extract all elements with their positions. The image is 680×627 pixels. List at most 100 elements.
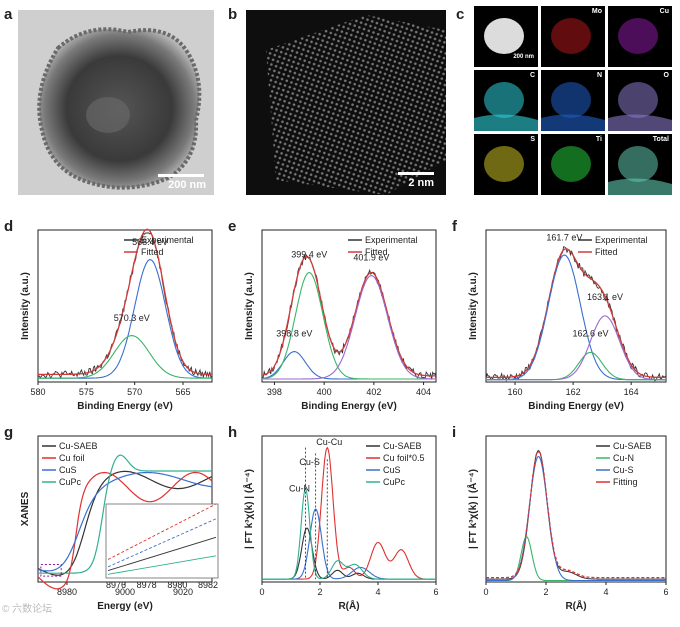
eds-map-label: Cu — [659, 8, 669, 15]
peak-annotation: Cu-N — [289, 483, 310, 493]
series-cu-saeb — [486, 450, 666, 580]
series-0 — [37, 470, 213, 576]
series-fitted — [261, 255, 436, 377]
series-fitting — [486, 450, 666, 579]
x-axis-label: Binding Energy (eV) — [528, 401, 624, 412]
eds-map-shape — [608, 82, 672, 131]
y-axis-label: | FT k³χ(k) | (Å⁻⁴) — [242, 469, 255, 549]
plot-frame — [261, 435, 437, 583]
x-tick-label: 570 — [127, 387, 142, 397]
x-tick-label: 404 — [416, 387, 431, 397]
chart-svg: 0 2 4 6 R(Å) | FT k³χ(k) | (Å⁻⁴) Cu-SAEB Cu-N Cu… — [466, 435, 669, 612]
x-tick-label: 4 — [603, 587, 608, 597]
eds-map-shape — [618, 18, 658, 54]
haadf-scale-label: 2 nm — [408, 177, 434, 189]
plot-frame — [261, 229, 437, 383]
eds-map-mo: Mo — [541, 6, 605, 67]
y-axis-label: Intensity (a.u.) — [20, 272, 31, 340]
eds-map-shape — [608, 146, 672, 195]
y-axis-label: XANES — [20, 491, 31, 526]
eds-map-shape — [474, 82, 538, 131]
inset-tick-label: 8980 — [167, 580, 187, 590]
tem-particle — [18, 10, 214, 195]
y-axis-label: Intensity (a.u.) — [468, 272, 479, 340]
haadf-image: 2 nm — [246, 10, 446, 195]
panel-letter-i: i — [452, 424, 457, 441]
chart-i: i 0 2 4 6 R(Å) | FT k³χ(k) | (Å⁻⁴) Cu-SAEB Cu-N C… — [452, 424, 676, 622]
chart-svg: 398 400 402 404 Binding Energy (eV) Intensity… — [244, 229, 437, 412]
x-tick-label: 398 — [267, 387, 282, 397]
series-1 — [262, 446, 436, 580]
eds-map-c: C — [474, 70, 538, 131]
inset-tick-label: 8982 — [198, 580, 218, 590]
series-peak — [486, 315, 666, 381]
panel-letter-c: c — [456, 6, 465, 23]
peak-annotation: 570.3 eV — [114, 313, 150, 323]
legend-label: Fitted — [141, 247, 164, 257]
tem-scale-bar — [158, 174, 204, 177]
series-2 — [262, 508, 436, 580]
series-fitted — [486, 248, 666, 379]
panel-letter-f: f — [452, 218, 457, 235]
series-cu-s — [486, 455, 666, 582]
legend-label: Experimental — [141, 235, 194, 245]
plot-frame — [485, 435, 667, 583]
panel-letter-h: h — [228, 424, 238, 441]
peak-annotation: Cu-S — [299, 457, 320, 467]
x-tick-label: 565 — [175, 387, 190, 397]
x-tick-label: 9000 — [115, 587, 135, 597]
inset-frame — [105, 503, 219, 579]
legend-label: Cu-SAEB — [59, 441, 98, 451]
eds-map-total: Total — [608, 134, 672, 195]
series-3 — [262, 487, 436, 580]
eds-map-label: S — [530, 136, 535, 143]
chart-g: g 8980 9000 9020 Energy (eV) XANES Cu-SAEB Cu f… — [4, 424, 222, 622]
x-axis-label: Energy (eV) — [97, 601, 153, 612]
panel-letter-d: d — [4, 218, 14, 235]
inset-series — [107, 503, 217, 560]
inset-tick-label: 8978 — [137, 580, 157, 590]
x-axis-label: R(Å) — [565, 599, 586, 612]
y-axis-label: Intensity (a.u.) — [244, 272, 255, 340]
legend-label: CuS — [383, 465, 401, 475]
x-tick-label: 9020 — [173, 587, 193, 597]
x-tick-label: 6 — [433, 587, 438, 597]
series-peak — [486, 254, 666, 381]
x-tick-label: 2 — [543, 587, 548, 597]
tem-image: 200 nm — [18, 10, 214, 195]
x-tick-label: 0 — [259, 587, 264, 597]
chart-d: d 565 570 575 580 Binding Energy (eV) Intensit… — [4, 218, 222, 422]
chart-svg: 565 570 575 580 Binding Energy (eV) Intensity… — [20, 228, 213, 412]
chart-svg: 8980 9000 9020 Energy (eV) XANES Cu-SAEB Cu fo… — [20, 435, 219, 612]
legend-label: Cu foil*0.5 — [383, 453, 425, 463]
legend-label: CuPc — [59, 477, 82, 487]
plot-frame — [37, 229, 213, 383]
series-0 — [262, 527, 436, 580]
panel-letter-e: e — [228, 218, 237, 235]
eds-map-shape — [484, 18, 524, 54]
peak-annotation: 163.1 eV — [587, 292, 623, 302]
x-tick-label: 160 — [508, 387, 523, 397]
eds-map-label: Ti — [595, 136, 602, 143]
legend-label: Cu-SAEB — [613, 441, 652, 451]
eds-map-label: Total — [652, 136, 669, 143]
x-tick-label: 0 — [483, 587, 488, 597]
panel-letter-g: g — [4, 424, 14, 441]
x-axis-label: Binding Energy (eV) — [301, 401, 397, 412]
x-tick-label: 164 — [624, 387, 639, 397]
eds-map-shape — [551, 18, 591, 54]
eds-map-shape — [484, 146, 524, 182]
haadf-scale-bar — [398, 172, 434, 175]
series-peak — [262, 275, 436, 380]
peak-annotation: 161.7 eV — [546, 233, 582, 243]
chart-e: e 398 400 402 404 Binding Energy (eV) Intensit… — [228, 218, 446, 422]
eds-map-label: C — [529, 72, 535, 79]
x-axis-label: R(Å) — [338, 599, 359, 612]
legend-label: Fitted — [595, 247, 618, 257]
legend-label: Fitted — [365, 247, 388, 257]
legend-label: CuPc — [383, 477, 406, 487]
inset-tick-label: 8976 — [106, 580, 126, 590]
peak-annotation: 401.9 eV — [353, 252, 389, 262]
chart-svg: 0 2 4 6 R(Å) | FT k³χ(k) | (Å⁻⁴) Cu-N Cu-S Cu-Cu… — [242, 435, 439, 612]
